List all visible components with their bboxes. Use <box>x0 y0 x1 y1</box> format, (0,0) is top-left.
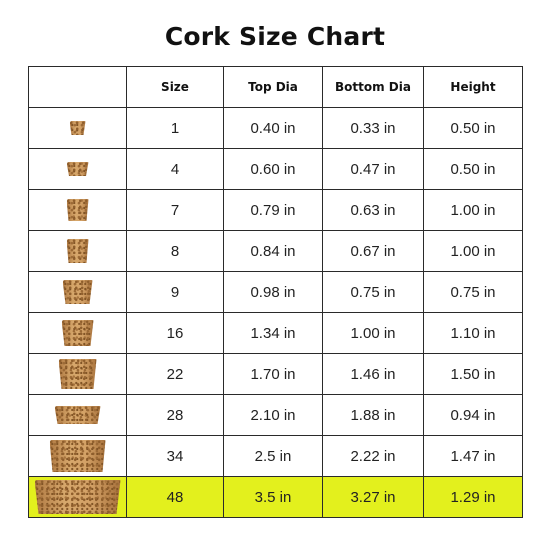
cell-height: 0.50 in <box>423 107 523 149</box>
cell-size: 28 <box>126 394 224 436</box>
cell-height: 1.00 in <box>423 189 523 231</box>
cell-size: 8 <box>126 230 224 272</box>
cell-top-dia: 0.60 in <box>223 148 323 190</box>
cork-image-cell <box>28 476 127 518</box>
cork-stopper-icon <box>58 359 97 389</box>
cell-top-dia: 2.10 in <box>223 394 323 436</box>
cell-bottom-dia: 0.67 in <box>322 230 424 272</box>
cell-bottom-dia: 3.27 in <box>322 476 424 518</box>
cell-size: 7 <box>126 189 224 231</box>
cell-bottom-dia: 1.46 in <box>322 353 424 395</box>
cell-height: 0.50 in <box>423 148 523 190</box>
cork-stopper-icon <box>69 121 86 135</box>
cell-top-dia: 0.40 in <box>223 107 323 149</box>
cell-height: 0.94 in <box>423 394 523 436</box>
cell-height: 1.10 in <box>423 312 523 354</box>
cork-image-cell <box>28 107 127 149</box>
cork-image-cell <box>28 271 127 313</box>
table-row: 34 2.5 in 2.22 in 1.47 in <box>28 435 523 477</box>
cork-stopper-icon <box>66 162 89 176</box>
table-row: 1 0.40 in 0.33 in 0.50 in <box>28 107 523 149</box>
header-image <box>28 66 127 108</box>
cell-bottom-dia: 0.47 in <box>322 148 424 190</box>
cell-size: 34 <box>126 435 224 477</box>
cell-bottom-dia: 1.88 in <box>322 394 424 436</box>
cell-size: 9 <box>126 271 224 313</box>
cork-image-cell <box>28 148 127 190</box>
cell-top-dia: 1.70 in <box>223 353 323 395</box>
table-row: 48 3.5 in 3.27 in 1.29 in <box>28 476 523 518</box>
cork-stopper-icon <box>34 480 121 514</box>
cell-bottom-dia: 1.00 in <box>322 312 424 354</box>
table-row: 4 0.60 in 0.47 in 0.50 in <box>28 148 523 190</box>
cell-size: 48 <box>126 476 224 518</box>
table-row: 9 0.98 in 0.75 in 0.75 in <box>28 271 523 313</box>
cork-stopper-icon <box>66 239 89 263</box>
cell-top-dia: 0.98 in <box>223 271 323 313</box>
cork-image-cell <box>28 230 127 272</box>
cell-size: 4 <box>126 148 224 190</box>
table-row: 22 1.70 in 1.46 in 1.50 in <box>28 353 523 395</box>
cell-bottom-dia: 0.63 in <box>322 189 424 231</box>
cell-top-dia: 2.5 in <box>223 435 323 477</box>
cell-height: 1.00 in <box>423 230 523 272</box>
cell-height: 0.75 in <box>423 271 523 313</box>
cell-size: 22 <box>126 353 224 395</box>
header-height: Height <box>423 66 523 108</box>
cell-size: 1 <box>126 107 224 149</box>
header-size: Size <box>126 66 224 108</box>
cell-top-dia: 1.34 in <box>223 312 323 354</box>
cell-bottom-dia: 0.75 in <box>322 271 424 313</box>
cork-image-cell <box>28 312 127 354</box>
cork-stopper-icon <box>66 199 89 221</box>
cell-bottom-dia: 2.22 in <box>322 435 424 477</box>
cork-stopper-icon <box>54 406 101 424</box>
cell-height: 1.47 in <box>423 435 523 477</box>
table-row: 8 0.84 in 0.67 in 1.00 in <box>28 230 523 272</box>
cork-image-cell <box>28 353 127 395</box>
cell-height: 1.50 in <box>423 353 523 395</box>
cell-top-dia: 0.84 in <box>223 230 323 272</box>
cell-top-dia: 3.5 in <box>223 476 323 518</box>
cork-image-cell <box>28 394 127 436</box>
cork-stopper-icon <box>49 440 106 472</box>
cork-image-cell <box>28 189 127 231</box>
table-header-row: Size Top Dia Bottom Dia Height <box>28 66 523 108</box>
page-title: Cork Size Chart <box>164 22 386 51</box>
cell-top-dia: 0.79 in <box>223 189 323 231</box>
cell-size: 16 <box>126 312 224 354</box>
table-row: 7 0.79 in 0.63 in 1.00 in <box>28 189 523 231</box>
cork-stopper-icon <box>61 320 94 346</box>
cell-bottom-dia: 0.33 in <box>322 107 424 149</box>
cork-size-table: Size Top Dia Bottom Dia Height 1 0.40 in 0… <box>28 66 523 518</box>
cork-stopper-icon <box>62 280 93 304</box>
cork-image-cell <box>28 435 127 477</box>
table-row: 28 2.10 in 1.88 in 0.94 in <box>28 394 523 436</box>
cell-height: 1.29 in <box>423 476 523 518</box>
table-row: 16 1.34 in 1.00 in 1.10 in <box>28 312 523 354</box>
header-top-dia: Top Dia <box>223 66 323 108</box>
header-bottom-dia: Bottom Dia <box>322 66 424 108</box>
